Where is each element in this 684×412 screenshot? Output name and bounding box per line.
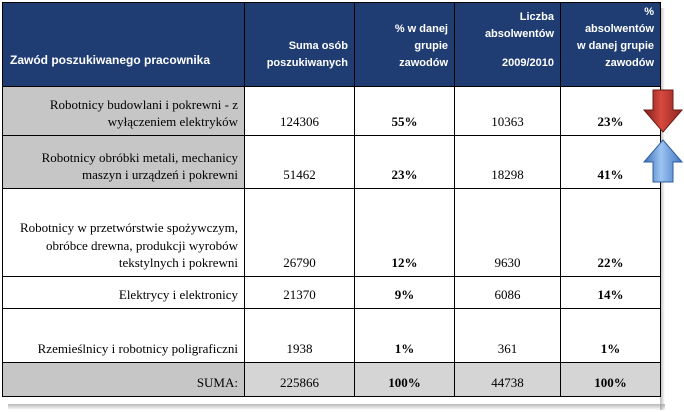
graduates-cell: 6086 <box>454 276 561 309</box>
occupation-cell: Robotnicy budowlani i pokrewni - z wyłąc… <box>2 86 245 136</box>
header-graduates-year: 2009/2010 <box>502 56 554 69</box>
header-sought-total: Suma osób poszukiwanych <box>244 2 355 87</box>
table-row: Robotnicy budowlani i pokrewni - z wyłąc… <box>2 86 661 136</box>
header-share: % w danej grupie zawodów <box>354 2 455 87</box>
occupation-cell: Elektrycy i elektronicy <box>2 276 245 309</box>
sum-graduates-share: 100% <box>560 362 661 397</box>
table-row: Robotnicy obróbki metali, mechanicy masz… <box>2 135 661 189</box>
graduates-demand-table: Zawód poszukiwanego pracownika Suma osób… <box>2 2 661 397</box>
sum-label: SUMA: <box>2 362 245 397</box>
graduates-cell: 9630 <box>454 188 561 277</box>
graduates-cell: 18298 <box>454 135 561 189</box>
header-share-line2: grupie <box>414 39 448 52</box>
header-graduates-share-line3: w danej grupie <box>576 39 654 52</box>
header-graduates: Liczba absolwentów 2009/2010 <box>454 2 561 87</box>
table-row: Elektrycy i elektronicy 21370 9% 6086 14… <box>2 276 661 309</box>
header-graduates-line2: absolwentów <box>484 27 554 40</box>
header-graduates-line1: Liczba <box>519 10 554 23</box>
share-cell: 12% <box>354 188 455 277</box>
table-row: Robotnicy w przetwórstwie spożywczym, ob… <box>2 188 661 277</box>
header-graduates-share: % absolwentów w danej grupie zawodów <box>560 2 661 87</box>
header-share-line3: zawodów <box>399 56 448 69</box>
share-cell: 1% <box>354 308 455 363</box>
occupation-cell: Rzemieślnicy i robotnicy poligraficzni <box>2 308 245 363</box>
table-shadow-bottom <box>8 404 665 410</box>
header-occupation: Zawód poszukiwanego pracownika <box>2 2 245 87</box>
header-graduates-share-line4: zawodów <box>605 56 654 69</box>
table-row: Rzemieślnicy i robotnicy poligraficzni 1… <box>2 308 661 363</box>
occupation-cell: Robotnicy obróbki metali, mechanicy masz… <box>2 135 245 189</box>
sum-graduates: 44738 <box>454 362 561 397</box>
graduates-share-cell: 14% <box>560 276 661 309</box>
sum-sought-total: 225866 <box>244 362 355 397</box>
sum-row: SUMA: 225866 100% 44738 100% <box>2 362 661 397</box>
arrow-up-icon <box>642 139 684 183</box>
share-cell: 55% <box>354 86 455 136</box>
sought-total-cell: 51462 <box>244 135 355 189</box>
arrow-down-icon <box>642 89 684 133</box>
header-graduates-share-line2: absolwentów <box>584 22 654 35</box>
share-cell: 9% <box>354 276 455 309</box>
occupation-cell: Robotnicy w przetwórstwie spożywczym, ob… <box>2 188 245 277</box>
header-graduates-share-line1: % <box>644 5 654 18</box>
share-cell: 23% <box>354 135 455 189</box>
header-row: Zawód poszukiwanego pracownika Suma osób… <box>2 2 661 87</box>
graduates-share-cell: 1% <box>560 308 661 363</box>
sought-total-cell: 1938 <box>244 308 355 363</box>
graduates-cell: 361 <box>454 308 561 363</box>
header-share-line1: % w danej <box>394 22 448 35</box>
sought-total-cell: 124306 <box>244 86 355 136</box>
sought-total-cell: 26790 <box>244 188 355 277</box>
sought-total-cell: 21370 <box>244 276 355 309</box>
graduates-share-cell: 22% <box>560 188 661 277</box>
sum-share: 100% <box>354 362 455 397</box>
graduates-cell: 10363 <box>454 86 561 136</box>
graduates-share-cell: 23% <box>560 86 661 136</box>
table-shadow-right <box>660 8 665 410</box>
